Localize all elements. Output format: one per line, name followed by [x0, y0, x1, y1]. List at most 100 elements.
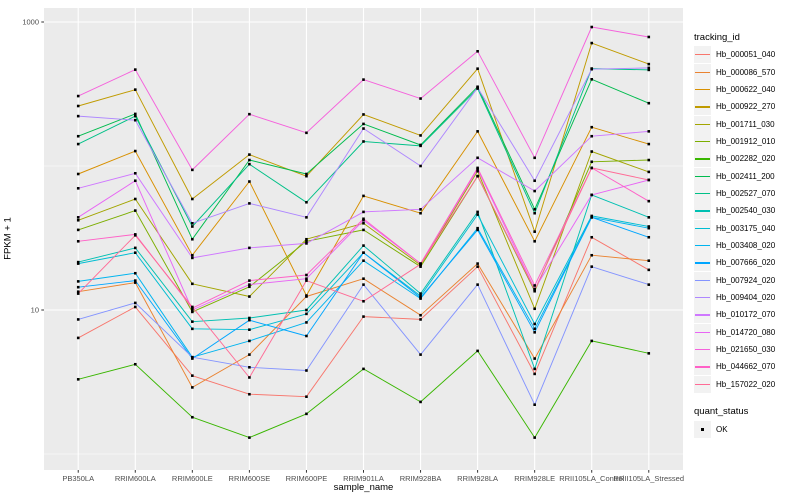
- legend-key-swatch: [694, 420, 711, 438]
- data-point: [76, 94, 80, 98]
- data-point: [476, 167, 479, 171]
- data-point: [305, 174, 308, 178]
- data-point: [419, 400, 422, 404]
- legend-key-line: [695, 314, 710, 316]
- data-point: [76, 336, 80, 340]
- x-tick-label: RRIM928LA: [457, 474, 498, 483]
- data-point: [305, 294, 308, 297]
- data-point: [419, 164, 422, 168]
- data-point: [248, 376, 251, 379]
- legend-item-label: Hb_002282_020: [716, 154, 776, 164]
- data-point: [133, 234, 137, 237]
- legend-items-quant-status: OK: [694, 420, 728, 438]
- data-point: [647, 268, 651, 272]
- legend-key-swatch: [694, 237, 711, 255]
- data-point: [647, 62, 651, 66]
- legend-item-label: Hb_003408_020: [716, 241, 776, 251]
- legend-key-swatch: [694, 289, 711, 307]
- data-point: [248, 112, 251, 116]
- data-point: [476, 169, 479, 173]
- data-point: [533, 156, 536, 160]
- legend-item-Hb_010172_070: Hb_010172_070: [694, 306, 775, 324]
- data-point: [362, 277, 365, 280]
- legend-item-Hb_001912_010: Hb_001912_010: [694, 133, 776, 151]
- data-point: [248, 246, 251, 250]
- legend-key-swatch: [694, 98, 711, 116]
- y-tick-label: 10: [31, 306, 39, 315]
- x-tick-label: PB350LA: [62, 474, 94, 483]
- data-point: [248, 436, 251, 439]
- data-point: [533, 403, 536, 406]
- data-point: [533, 288, 536, 292]
- data-point: [191, 357, 194, 360]
- data-point: [133, 271, 137, 275]
- legend-item-label: Hb_021650_030: [716, 345, 776, 355]
- legend-title-tracking-id: tracking_id: [694, 32, 740, 43]
- x-tick-label: RRIM600LA: [115, 474, 156, 483]
- data-point: [133, 68, 137, 71]
- data-point: [76, 142, 80, 146]
- y-axis-title: FPKM + 1: [2, 217, 14, 260]
- data-point: [419, 294, 422, 298]
- data-point: [133, 118, 137, 122]
- data-point: [305, 321, 308, 324]
- legend-item-Hb_021650_030: Hb_021650_030: [694, 341, 776, 359]
- data-point: [419, 211, 422, 215]
- data-point: [362, 259, 365, 262]
- legend-key-swatch: [694, 375, 711, 393]
- data-point: [476, 49, 479, 53]
- data-point: [76, 262, 80, 265]
- data-point: [305, 369, 308, 372]
- data-point: [647, 259, 651, 262]
- legend-key-swatch: [694, 167, 711, 185]
- data-point: [76, 239, 80, 243]
- data-point: [133, 112, 137, 116]
- x-tick-label: RRII105LA_Stressed: [614, 474, 684, 483]
- legend-item-label: Hb_007924_020: [716, 275, 776, 285]
- data-point: [191, 386, 194, 389]
- data-point: [191, 282, 194, 286]
- data-point: [133, 362, 137, 366]
- data-point: [133, 301, 137, 305]
- data-point: [590, 41, 594, 45]
- data-point: [133, 114, 137, 118]
- legend-key-line: [695, 106, 710, 108]
- legend-item-quant-ok: OK: [694, 420, 728, 438]
- legend-item-label: Hb_000051_040: [716, 50, 776, 60]
- data-point: [533, 322, 536, 326]
- data-point: [133, 149, 137, 153]
- data-point: [419, 144, 422, 148]
- data-point: [419, 296, 422, 299]
- data-point: [533, 284, 536, 287]
- legend-item-label: Hb_002540_030: [716, 206, 776, 216]
- data-point: [590, 235, 594, 239]
- data-point: [191, 253, 194, 257]
- data-point: [362, 218, 365, 222]
- legend-item-label: Hb_001912_010: [716, 137, 776, 147]
- data-point: [533, 211, 536, 215]
- data-point: [248, 295, 251, 298]
- data-point: [533, 230, 536, 233]
- data-point: [533, 189, 536, 193]
- x-tick-label: RRIM928BA: [400, 474, 442, 483]
- data-point: [362, 140, 365, 143]
- x-tick-label: RRIM600LE: [172, 474, 213, 483]
- data-point: [362, 194, 365, 198]
- legend-key-line: [695, 227, 710, 229]
- data-point: [476, 226, 479, 230]
- data-point: [76, 187, 80, 190]
- legend-item-label: Hb_002527_070: [716, 189, 776, 199]
- legend-item-label: Hb_002411_200: [716, 171, 775, 181]
- legend-item-label: Hb_014720_080: [716, 327, 776, 337]
- data-point: [419, 208, 422, 211]
- data-point: [248, 279, 251, 282]
- legend-key-point: [701, 427, 704, 431]
- data-point: [590, 125, 594, 129]
- data-point: [76, 260, 80, 264]
- data-point: [533, 436, 536, 439]
- legend-key-swatch: [694, 254, 711, 272]
- data-point: [248, 366, 251, 369]
- data-point: [248, 153, 251, 156]
